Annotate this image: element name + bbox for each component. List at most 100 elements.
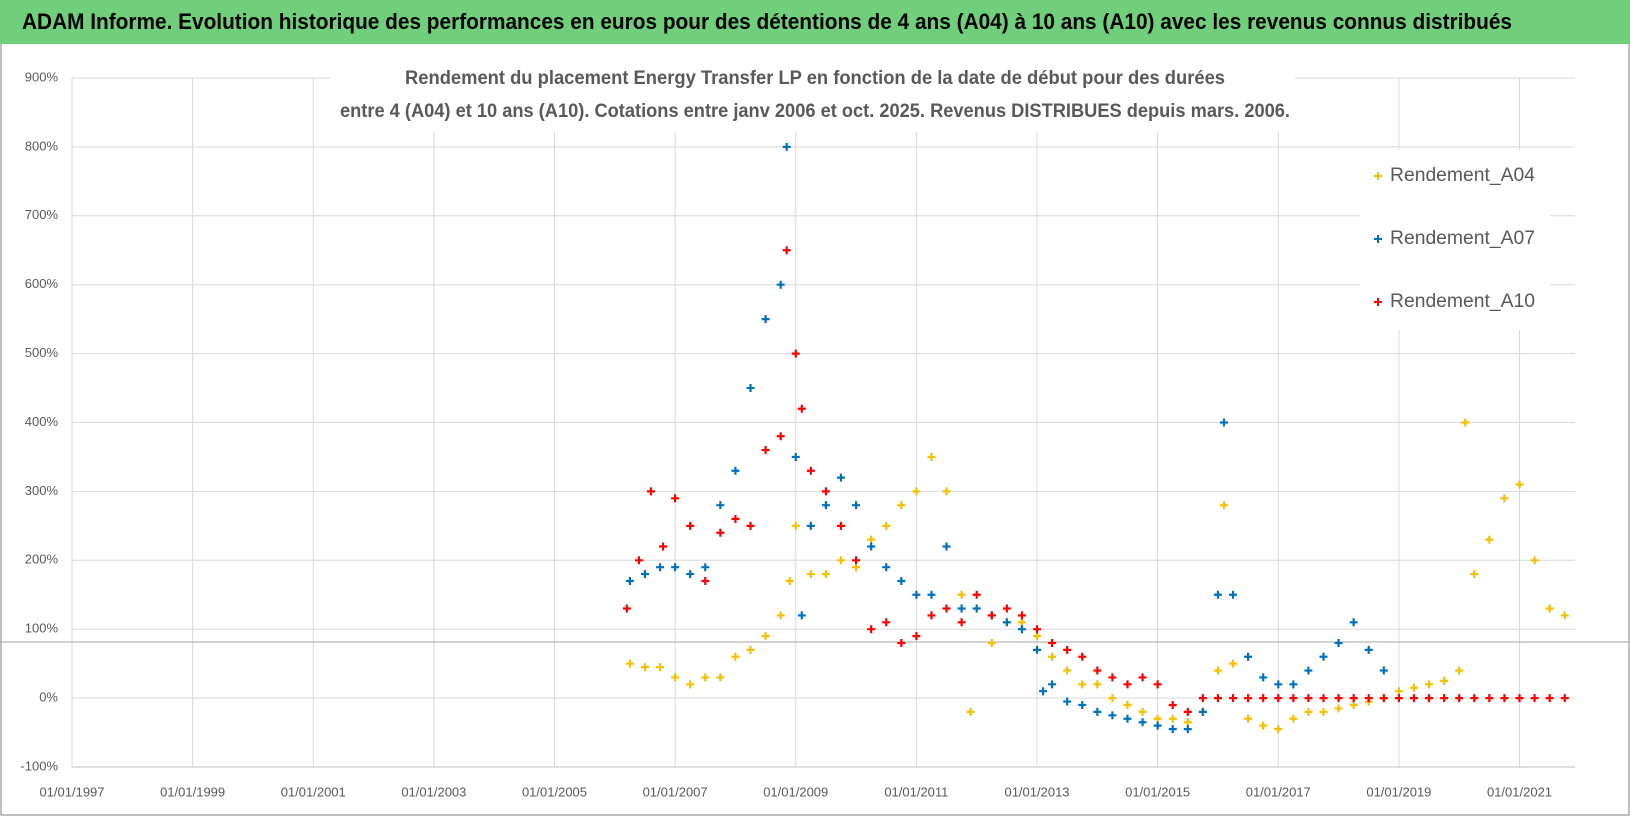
legend-marker bbox=[1374, 172, 1382, 180]
y-tick-label: 200% bbox=[25, 552, 59, 567]
x-tick-label: 01/01/2019 bbox=[1366, 784, 1431, 799]
data-point bbox=[656, 563, 665, 572]
data-point bbox=[1319, 652, 1328, 661]
data-point bbox=[1274, 694, 1283, 703]
data-point bbox=[782, 246, 791, 255]
y-tick-label: 300% bbox=[25, 483, 59, 498]
data-point bbox=[1379, 694, 1388, 703]
data-point bbox=[1259, 721, 1268, 730]
y-tick-label: 0% bbox=[39, 690, 58, 705]
data-point bbox=[987, 638, 996, 647]
data-point bbox=[686, 521, 695, 530]
data-point bbox=[1244, 694, 1253, 703]
data-point bbox=[1244, 714, 1253, 723]
y-tick-label: 400% bbox=[25, 414, 59, 429]
data-point bbox=[1168, 700, 1177, 709]
data-point bbox=[1349, 694, 1358, 703]
data-point bbox=[1274, 680, 1283, 689]
data-point bbox=[746, 521, 755, 530]
data-point bbox=[1039, 687, 1048, 696]
data-point bbox=[1229, 590, 1238, 599]
data-point bbox=[1033, 632, 1042, 641]
data-point bbox=[867, 535, 876, 544]
data-point bbox=[1304, 666, 1313, 675]
x-tick-label: 01/01/2001 bbox=[281, 784, 346, 799]
data-point bbox=[1515, 480, 1524, 489]
data-point bbox=[1319, 707, 1328, 716]
data-point bbox=[882, 521, 891, 530]
data-point bbox=[1002, 604, 1011, 613]
data-point bbox=[634, 556, 643, 565]
data-point bbox=[1153, 680, 1162, 689]
data-point bbox=[686, 680, 695, 689]
data-point bbox=[1394, 687, 1403, 696]
data-point bbox=[701, 563, 710, 572]
data-point bbox=[821, 501, 830, 510]
data-point bbox=[625, 659, 634, 668]
data-point bbox=[882, 563, 891, 572]
x-tick-label: 01/01/2011 bbox=[884, 784, 948, 799]
x-tick-label: 01/01/2015 bbox=[1125, 784, 1190, 799]
data-point bbox=[1304, 694, 1313, 703]
y-tick-label: 800% bbox=[25, 138, 59, 153]
data-point bbox=[731, 652, 740, 661]
data-point bbox=[957, 604, 966, 613]
data-point bbox=[1048, 680, 1057, 689]
data-point bbox=[1153, 714, 1162, 723]
legend-label: Rendement_A10 bbox=[1390, 291, 1535, 312]
data-point bbox=[1485, 535, 1494, 544]
data-point bbox=[1078, 652, 1087, 661]
data-point bbox=[656, 663, 665, 672]
data-point bbox=[746, 384, 755, 393]
y-tick-label: 900% bbox=[25, 69, 59, 84]
y-tick-label: 600% bbox=[25, 276, 59, 291]
data-point bbox=[1455, 666, 1464, 675]
legend-marker bbox=[1374, 298, 1382, 306]
data-point bbox=[1183, 725, 1192, 734]
data-point bbox=[1048, 652, 1057, 661]
data-point bbox=[1461, 418, 1470, 427]
data-point bbox=[1063, 697, 1072, 706]
data-point bbox=[836, 473, 845, 482]
data-point bbox=[1349, 618, 1358, 627]
data-point bbox=[1063, 645, 1072, 654]
data-point bbox=[1440, 676, 1449, 685]
data-point bbox=[1364, 645, 1373, 654]
data-point bbox=[927, 590, 936, 599]
data-point bbox=[1002, 618, 1011, 627]
legend-label: Rendement_A07 bbox=[1390, 228, 1535, 249]
legend-box bbox=[1360, 150, 1550, 330]
data-point bbox=[852, 556, 861, 565]
data-point bbox=[1017, 618, 1026, 627]
data-point bbox=[821, 487, 830, 496]
data-point bbox=[1183, 707, 1192, 716]
data-point bbox=[1138, 707, 1147, 716]
data-point bbox=[1409, 683, 1418, 692]
legend-marker bbox=[1374, 235, 1382, 243]
data-point bbox=[836, 556, 845, 565]
data-point bbox=[897, 576, 906, 585]
y-tick-label: 700% bbox=[25, 207, 59, 222]
data-point bbox=[791, 452, 800, 461]
data-point bbox=[927, 611, 936, 620]
y-tick-label: -100% bbox=[20, 758, 58, 773]
data-point bbox=[1017, 625, 1026, 634]
data-point bbox=[942, 542, 951, 551]
data-point bbox=[671, 494, 680, 503]
data-point bbox=[1500, 494, 1509, 503]
header-band bbox=[0, 0, 1630, 44]
data-point bbox=[761, 315, 770, 324]
data-point bbox=[797, 404, 806, 413]
data-point bbox=[622, 604, 631, 613]
data-point bbox=[647, 487, 656, 496]
data-point bbox=[897, 638, 906, 647]
data-point bbox=[957, 618, 966, 627]
x-tick-label: 01/01/2009 bbox=[763, 784, 828, 799]
data-point bbox=[1319, 694, 1328, 703]
x-tick-label: 01/01/2021 bbox=[1487, 784, 1552, 799]
data-point bbox=[731, 466, 740, 475]
legend-label: Rendement_A04 bbox=[1390, 165, 1535, 186]
data-point bbox=[1455, 694, 1464, 703]
